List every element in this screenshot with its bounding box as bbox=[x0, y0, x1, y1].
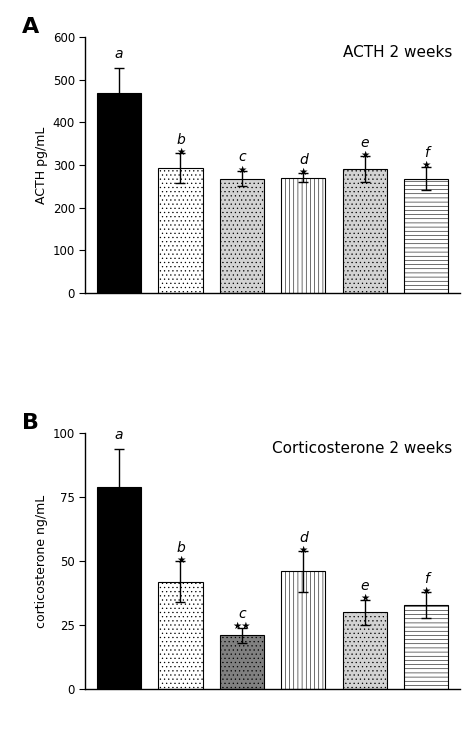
Text: ★: ★ bbox=[176, 555, 185, 565]
Text: d: d bbox=[299, 153, 308, 167]
Text: ★: ★ bbox=[360, 150, 369, 160]
Bar bbox=[281, 178, 325, 293]
Bar bbox=[404, 605, 448, 689]
Bar bbox=[220, 636, 264, 689]
Bar bbox=[220, 179, 264, 293]
Text: a: a bbox=[115, 47, 123, 62]
Text: d: d bbox=[299, 531, 308, 545]
Bar bbox=[158, 582, 202, 689]
Text: a: a bbox=[115, 428, 123, 442]
Text: b: b bbox=[176, 541, 185, 555]
Text: f: f bbox=[424, 571, 428, 585]
Bar bbox=[343, 612, 387, 689]
Text: e: e bbox=[360, 136, 369, 150]
Y-axis label: ACTH pg/mL: ACTH pg/mL bbox=[36, 126, 48, 204]
Text: ACTH 2 weeks: ACTH 2 weeks bbox=[343, 44, 452, 60]
Text: B: B bbox=[22, 413, 39, 433]
Text: ★★: ★★ bbox=[233, 622, 251, 631]
Text: Corticosterone 2 weeks: Corticosterone 2 weeks bbox=[272, 441, 452, 456]
Text: ★: ★ bbox=[299, 167, 308, 177]
Text: b: b bbox=[176, 133, 185, 147]
Text: ★: ★ bbox=[176, 147, 185, 157]
Text: ★: ★ bbox=[237, 165, 246, 174]
Bar bbox=[158, 168, 202, 293]
Bar bbox=[343, 169, 387, 293]
Y-axis label: corticosterone ng/mL: corticosterone ng/mL bbox=[36, 495, 48, 628]
Text: ★: ★ bbox=[360, 594, 369, 603]
Text: ★: ★ bbox=[299, 545, 308, 555]
Text: f: f bbox=[424, 146, 428, 160]
Text: e: e bbox=[360, 579, 369, 594]
Bar bbox=[404, 179, 448, 293]
Text: c: c bbox=[238, 150, 246, 165]
Bar bbox=[281, 571, 325, 689]
Text: ★: ★ bbox=[421, 160, 431, 170]
Text: A: A bbox=[22, 16, 39, 36]
Text: c: c bbox=[238, 608, 246, 622]
Text: ★: ★ bbox=[421, 585, 431, 596]
Bar bbox=[97, 93, 141, 293]
Bar bbox=[97, 487, 141, 689]
